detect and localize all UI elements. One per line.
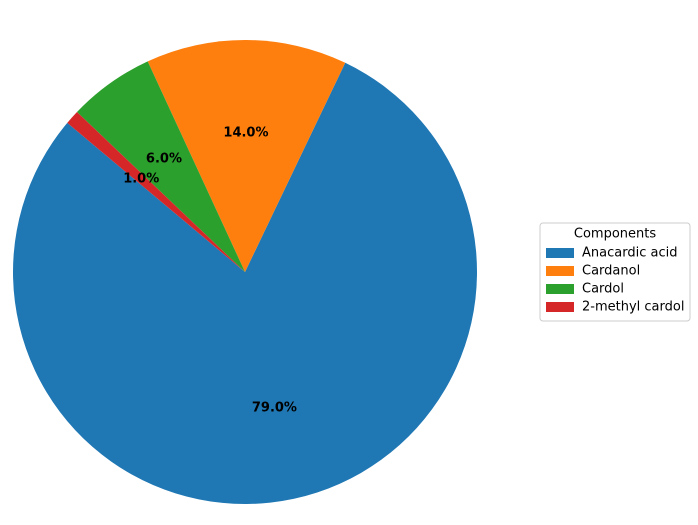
legend-swatch (546, 266, 574, 276)
legend-swatch (546, 248, 574, 258)
data-label: 6.0% (146, 151, 182, 166)
legend-label: Cardol (582, 282, 624, 297)
legend-label: 2-methyl cardol (582, 300, 684, 315)
legend-label: Cardanol (582, 264, 640, 279)
pie-slice (67, 112, 246, 272)
data-label: 14.0% (223, 125, 268, 140)
data-label: 79.0% (252, 401, 297, 416)
data-label: 1.0% (123, 172, 159, 187)
legend-title: Components (574, 227, 656, 242)
legend-label: Anacardic acid (582, 246, 677, 261)
pie-slice (76, 61, 245, 272)
legend-swatch (546, 302, 574, 312)
legend-box (539, 222, 691, 322)
pie-slice (13, 62, 478, 505)
legend-swatch (546, 284, 574, 294)
pie-slice (147, 40, 346, 272)
